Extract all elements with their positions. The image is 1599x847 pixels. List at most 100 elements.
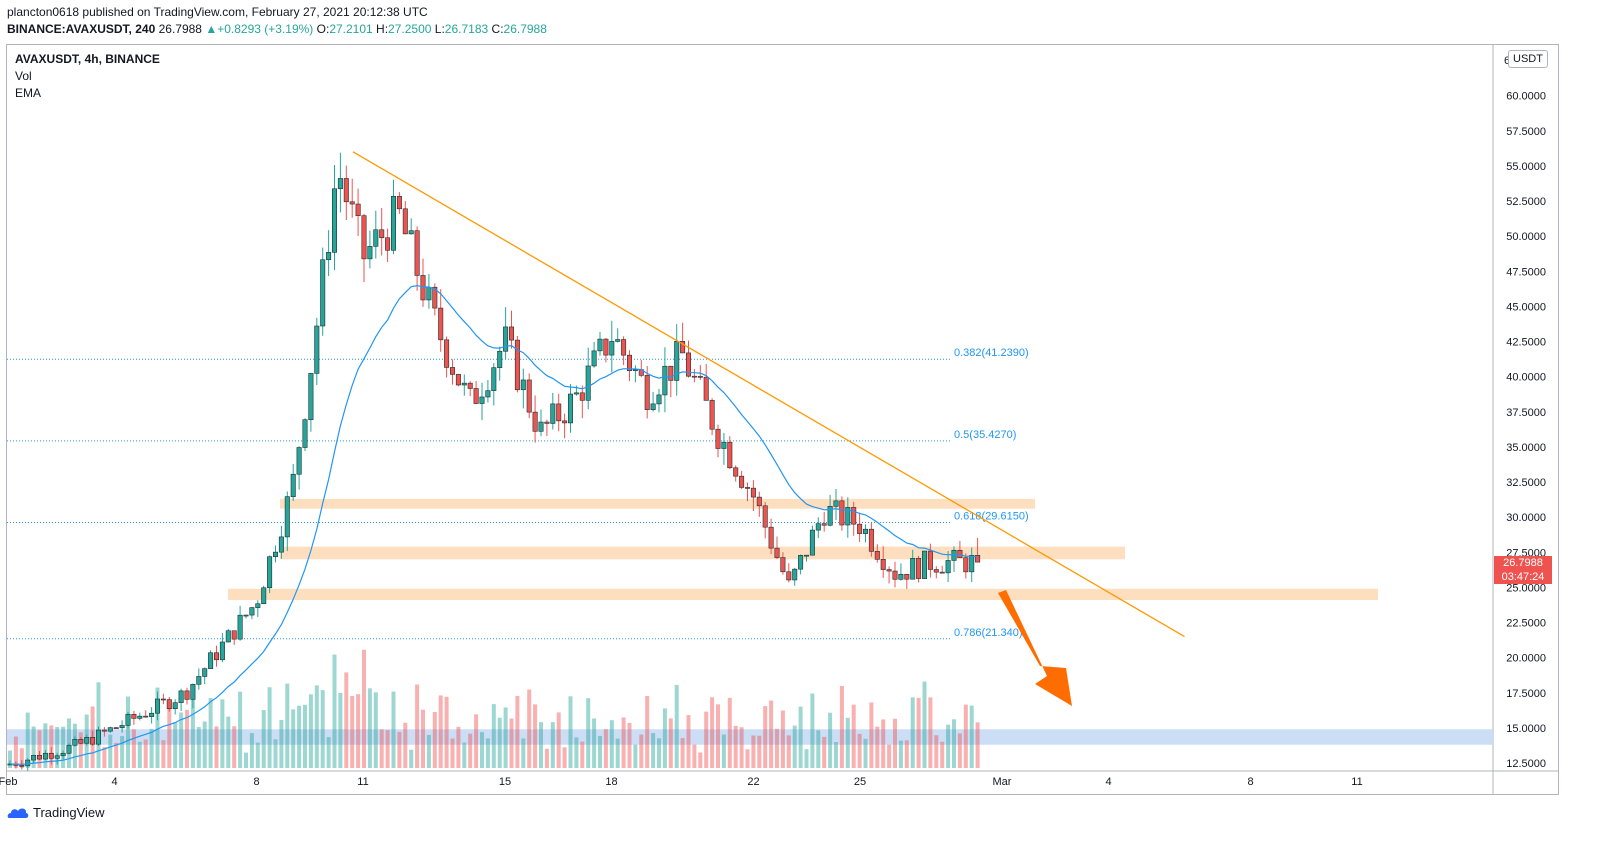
volume-bar xyxy=(415,684,420,768)
volume-bar xyxy=(379,729,384,768)
candle-body xyxy=(19,765,25,767)
volume-bar xyxy=(19,748,24,768)
chart-frame[interactable] xyxy=(6,44,1559,795)
volume-bar xyxy=(208,698,213,768)
volume-bar xyxy=(839,685,844,768)
volume-bar xyxy=(550,722,555,768)
candle-body xyxy=(927,550,933,570)
candle-body xyxy=(685,352,691,377)
volume-bar xyxy=(904,740,909,768)
volume-bar xyxy=(344,672,349,768)
x-tick-label: 4 xyxy=(111,776,117,788)
volume-bar xyxy=(574,737,579,768)
candle-body xyxy=(385,237,391,251)
volume-bar xyxy=(391,691,396,768)
volume-bar xyxy=(155,687,160,768)
volume-bar xyxy=(686,715,691,768)
volume-bar xyxy=(244,752,248,768)
volume-bar xyxy=(580,741,585,768)
tradingview-footer[interactable]: TradingView xyxy=(7,805,105,820)
volume-bar xyxy=(975,722,980,768)
vol-indicator-label[interactable]: Vol xyxy=(15,69,32,83)
volume-bar xyxy=(710,697,715,768)
candle-body xyxy=(160,698,166,701)
volume-bar xyxy=(474,714,479,768)
candle-body xyxy=(674,340,680,381)
volume-bar xyxy=(657,738,661,768)
volume-bar xyxy=(810,693,815,768)
footer-brand: TradingView xyxy=(33,805,105,820)
y-tick-label: 32.5000 xyxy=(1506,477,1546,489)
x-tick-label: 18 xyxy=(605,776,617,788)
fib-level-label: 0.786(21.340) xyxy=(954,627,1023,639)
volume-bar xyxy=(539,722,543,768)
volume-bar xyxy=(780,710,785,768)
y-tick-label: 30.0000 xyxy=(1506,512,1546,524)
candle-body xyxy=(485,390,491,398)
candle-body xyxy=(219,641,225,661)
candle-body xyxy=(526,379,532,413)
candle-body xyxy=(54,755,60,759)
volume-bar xyxy=(969,705,974,768)
volume-bar xyxy=(385,730,390,768)
y-tick-label: 42.5000 xyxy=(1506,337,1546,349)
volume-bar xyxy=(963,704,968,768)
candle-body xyxy=(945,560,951,574)
candle-body xyxy=(538,421,544,432)
candle-body xyxy=(680,340,686,354)
candle-body xyxy=(567,393,573,424)
candle-body xyxy=(302,419,308,448)
volume-bar xyxy=(143,739,148,768)
y-tick-label: 37.5000 xyxy=(1506,407,1546,419)
candle-body xyxy=(166,699,172,709)
volume-bar xyxy=(857,733,862,768)
volume-bar xyxy=(303,704,307,768)
volume-bar xyxy=(220,699,225,768)
currency-unit-button[interactable]: USDT xyxy=(1508,50,1548,68)
volume-bar xyxy=(893,718,897,768)
candle-body xyxy=(390,196,396,251)
candle-body xyxy=(697,376,703,378)
candle-body xyxy=(467,382,473,389)
candle-body xyxy=(84,737,90,744)
candle-body xyxy=(125,713,131,726)
volume-bar xyxy=(568,696,573,768)
volume-bar xyxy=(668,718,673,768)
volume-bar xyxy=(910,697,915,768)
candle-body xyxy=(225,630,231,643)
volume-bar xyxy=(190,684,195,768)
volume-bar xyxy=(828,712,833,768)
candle-body xyxy=(562,420,568,424)
candle-body xyxy=(231,630,237,640)
candle-body xyxy=(31,755,37,761)
candle-body xyxy=(497,350,503,369)
volume-bar xyxy=(698,752,703,768)
candle-body xyxy=(727,441,733,469)
volume-bar xyxy=(733,725,738,768)
ema-indicator-label[interactable]: EMA xyxy=(15,86,42,100)
volume-bar xyxy=(763,706,768,768)
candle-body xyxy=(733,467,739,477)
candle-body xyxy=(461,382,467,386)
candle-body xyxy=(343,178,349,203)
volume-bar xyxy=(621,717,626,768)
candle-body xyxy=(780,557,786,573)
symbol-label: BINANCE:AVAXUSDT, 240 xyxy=(7,22,156,36)
volume-bar xyxy=(126,696,130,768)
support-zone xyxy=(280,546,1125,560)
candle-body xyxy=(656,394,662,405)
candle-body xyxy=(886,569,892,572)
close-label: C: xyxy=(491,22,504,36)
x-tick-label: 11 xyxy=(1351,776,1362,788)
volume-bar xyxy=(308,694,313,768)
y-tick-label: 47.5000 xyxy=(1506,266,1546,278)
candle-body xyxy=(957,549,963,559)
volume-bar xyxy=(845,717,850,768)
volume-bar xyxy=(37,730,42,768)
candle-body xyxy=(331,188,337,253)
last-price-badge: 26.7988 xyxy=(1494,556,1552,570)
fib-level-label: 0.382(41.2390) xyxy=(954,347,1029,359)
candle-body xyxy=(149,712,155,717)
candle-body xyxy=(721,441,727,449)
